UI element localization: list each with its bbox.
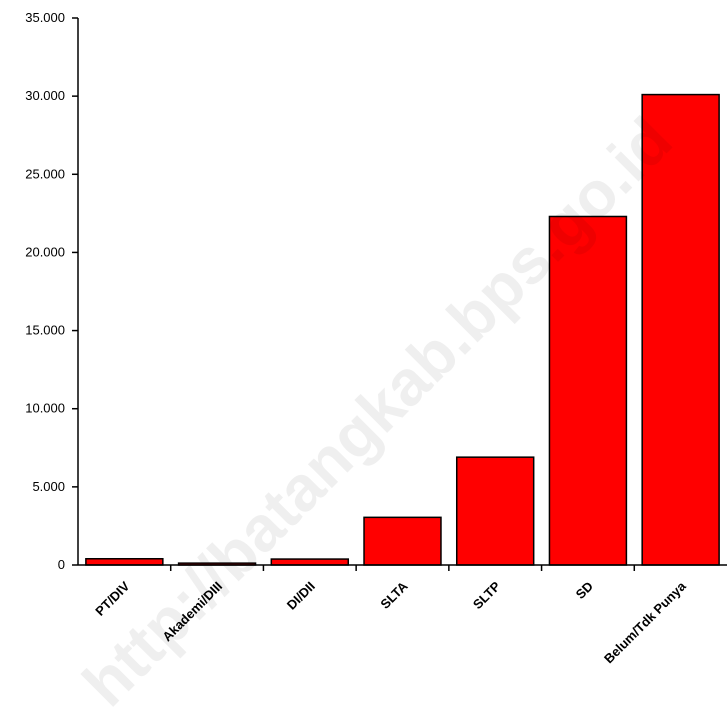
bar — [548, 215, 628, 566]
x-tick-label: DI/DII — [284, 579, 318, 613]
y-tick-label: 25.000 — [25, 166, 65, 181]
bar — [641, 93, 720, 566]
y-tick-label: 0 — [58, 557, 65, 572]
x-tick-label: SLTA — [377, 578, 411, 612]
bar — [455, 456, 535, 566]
x-tick-label: SLTP — [470, 578, 504, 612]
y-axis: 0 5.000 10.000 15.000 20.000 25.000 30.000 35.0… — [25, 10, 79, 572]
y-tick-label: 20.000 — [25, 244, 65, 259]
x-axis: PT/DIV Akademi/DIII DI/DII SLTA SLTP SD Belum/… — [78, 564, 727, 666]
x-tick-label: Belum/Tdk Punya — [601, 578, 689, 666]
y-tick-label: 35.000 — [25, 10, 65, 25]
bars — [85, 93, 720, 566]
y-tick-label: 30.000 — [25, 88, 65, 103]
bar — [363, 516, 442, 566]
x-tick-label: Akademi/DIII — [159, 579, 225, 645]
bar — [85, 557, 164, 566]
x-tick-label: SD — [573, 579, 596, 602]
x-tick-label: PT/DIV — [92, 578, 132, 618]
y-tick-label: 5.000 — [32, 479, 65, 494]
y-tick-label: 15.000 — [25, 323, 65, 338]
y-tick-label: 10.000 — [25, 401, 65, 416]
bar — [270, 558, 350, 566]
